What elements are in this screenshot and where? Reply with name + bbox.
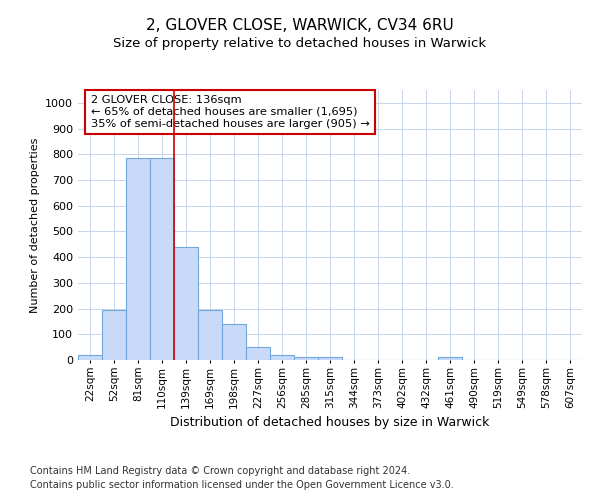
Bar [270, 355, 294, 360]
Text: Size of property relative to detached houses in Warwick: Size of property relative to detached ho… [113, 38, 487, 51]
Bar [126, 158, 150, 360]
Bar [150, 158, 174, 360]
Bar [198, 310, 222, 360]
Y-axis label: Number of detached properties: Number of detached properties [29, 138, 40, 312]
Text: 2, GLOVER CLOSE, WARWICK, CV34 6RU: 2, GLOVER CLOSE, WARWICK, CV34 6RU [146, 18, 454, 32]
Bar [438, 358, 462, 360]
Bar [222, 324, 246, 360]
Bar [294, 358, 318, 360]
Bar [102, 310, 126, 360]
Bar [78, 355, 102, 360]
Text: Contains HM Land Registry data © Crown copyright and database right 2024.: Contains HM Land Registry data © Crown c… [30, 466, 410, 476]
Bar [174, 247, 198, 360]
Bar [318, 358, 342, 360]
Bar [246, 347, 270, 360]
Text: Contains public sector information licensed under the Open Government Licence v3: Contains public sector information licen… [30, 480, 454, 490]
Text: 2 GLOVER CLOSE: 136sqm
← 65% of detached houses are smaller (1,695)
35% of semi-: 2 GLOVER CLOSE: 136sqm ← 65% of detached… [91, 96, 370, 128]
X-axis label: Distribution of detached houses by size in Warwick: Distribution of detached houses by size … [170, 416, 490, 429]
